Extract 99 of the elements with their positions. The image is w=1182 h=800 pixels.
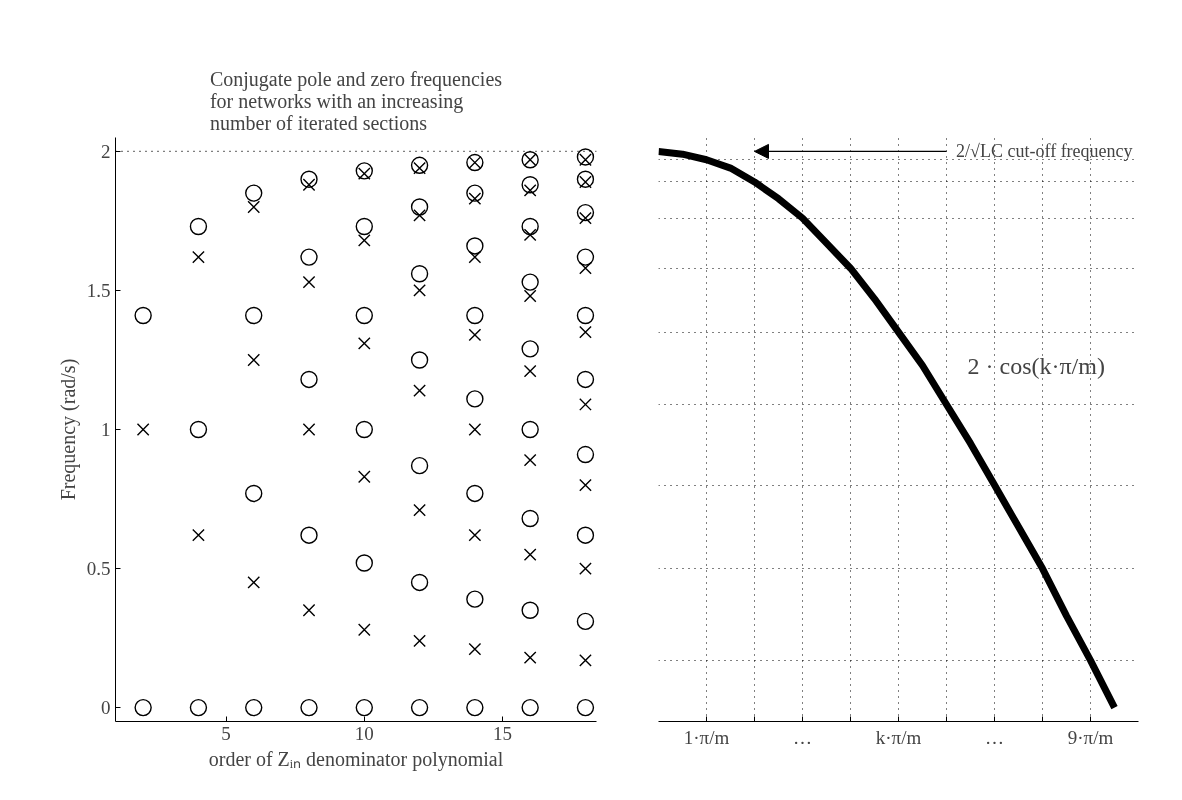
point — [357, 167, 371, 181]
point — [523, 651, 537, 664]
point — [136, 423, 150, 436]
point — [468, 250, 482, 264]
x-tick-label: 15 — [493, 722, 513, 744]
x-tick-label: k·π/m — [875, 726, 922, 748]
point — [466, 698, 484, 717]
point — [579, 478, 592, 492]
point — [576, 370, 595, 389]
point — [576, 698, 595, 717]
y-tick-label: 1.5 — [86, 279, 111, 301]
point — [245, 184, 263, 202]
x-tick-label: … — [793, 726, 812, 748]
point — [300, 248, 318, 266]
point — [468, 528, 482, 542]
point — [579, 653, 592, 667]
point — [247, 353, 261, 367]
point — [579, 562, 592, 575]
point — [466, 306, 484, 325]
point — [189, 698, 208, 717]
point — [579, 325, 592, 339]
y-tick-label: 0.5 — [86, 558, 111, 580]
x-tick-label: 9·π/m — [1067, 726, 1114, 748]
point — [466, 237, 484, 255]
chart-title: Conjugate pole and zero frequencies for networks with an increasing number of iterated sections — [209, 67, 503, 134]
point — [523, 289, 537, 303]
point — [357, 623, 371, 637]
point — [355, 554, 373, 572]
annotation: 2/√LC cut-off frequency — [956, 141, 1133, 162]
point — [523, 183, 537, 197]
point — [357, 234, 371, 247]
point — [576, 612, 595, 631]
point — [521, 509, 539, 528]
point — [468, 642, 482, 656]
point — [466, 484, 484, 503]
point — [523, 548, 537, 561]
point — [468, 328, 482, 342]
point — [468, 192, 482, 206]
point — [355, 420, 373, 439]
point — [410, 573, 429, 592]
x-tick-label: … — [985, 726, 1004, 748]
point — [576, 306, 595, 325]
y-tick-label: 0 — [101, 697, 111, 719]
point — [189, 217, 208, 236]
point — [523, 453, 537, 467]
point — [410, 698, 429, 717]
point — [413, 634, 426, 648]
point — [521, 273, 539, 291]
point — [302, 275, 316, 289]
point — [521, 340, 539, 358]
point — [300, 526, 318, 544]
point — [579, 261, 592, 275]
point — [576, 526, 595, 544]
point — [247, 200, 261, 214]
point — [468, 423, 482, 436]
point — [355, 698, 373, 717]
x-axis-title: order of Zᵢₙ denominator polynomial — [208, 747, 504, 771]
x-tick-label: 1·π/m — [683, 726, 730, 748]
point — [302, 423, 316, 436]
point — [521, 698, 539, 717]
point — [245, 698, 263, 717]
point — [134, 698, 152, 717]
point — [523, 228, 537, 242]
point — [466, 590, 484, 608]
x-tick-label: 10 — [354, 722, 374, 744]
point — [355, 217, 373, 236]
point — [245, 484, 263, 503]
point — [410, 456, 429, 475]
point — [192, 250, 205, 264]
point — [192, 528, 205, 542]
point — [189, 420, 208, 439]
y-axis-title: Frequency (rad/s) — [56, 358, 80, 501]
point — [300, 370, 318, 389]
point — [413, 384, 426, 397]
point — [523, 364, 537, 378]
point — [357, 336, 371, 350]
point — [300, 698, 318, 717]
point — [576, 248, 595, 266]
point — [134, 306, 152, 325]
point — [466, 390, 484, 408]
y-tick-label: 2 — [101, 140, 111, 162]
point — [302, 603, 316, 617]
point — [410, 351, 429, 369]
point — [247, 576, 261, 589]
point — [302, 178, 316, 192]
annotation: 2 · cos(k·π/m) — [967, 352, 1105, 379]
point — [357, 470, 371, 484]
point — [413, 284, 426, 297]
point — [355, 306, 373, 325]
point — [413, 503, 426, 517]
x-tick-label: 5 — [221, 722, 231, 744]
y-tick-label: 1 — [101, 419, 111, 440]
point — [413, 209, 426, 222]
point — [521, 601, 539, 619]
point — [410, 265, 429, 283]
point — [521, 420, 539, 439]
point — [579, 398, 592, 411]
point — [245, 306, 263, 325]
point — [576, 445, 595, 464]
